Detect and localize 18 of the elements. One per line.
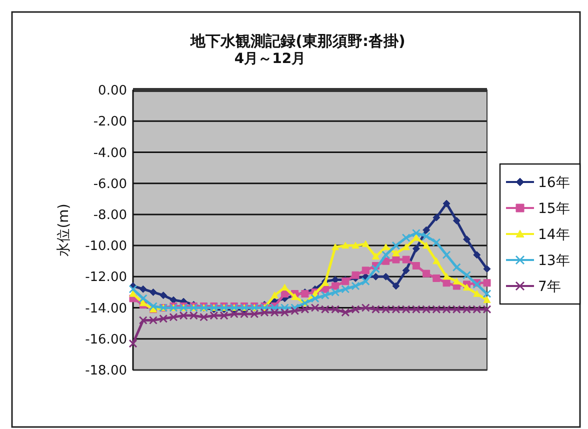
y-tick-label: -8.00 (93, 208, 127, 223)
y-tick-label: -12.00 (85, 270, 127, 286)
legend-label: 14年 (538, 226, 570, 243)
chart-title: 地下水観測記録(東那須野:沓掛) (190, 32, 406, 50)
y-axis-title: 水位(m) (56, 204, 72, 256)
y-tick-label: -2.00 (93, 114, 127, 130)
y-tick-label: -14.00 (85, 301, 127, 316)
legend-label: 16年 (538, 174, 570, 191)
y-tick-label: -16.00 (85, 332, 127, 348)
legend-label: 7年 (538, 278, 561, 295)
y-tick-label: -18.00 (85, 364, 127, 379)
chart-subtitle: 4月～12月 (234, 51, 306, 67)
y-tick-label: -4.00 (93, 146, 127, 161)
y-tick-label: -10.00 (85, 239, 127, 254)
y-tick-label: -6.00 (93, 176, 127, 192)
legend-label: 15年 (538, 200, 570, 217)
legend-label: 13年 (538, 252, 570, 269)
y-tick-label: 0.00 (98, 84, 127, 99)
